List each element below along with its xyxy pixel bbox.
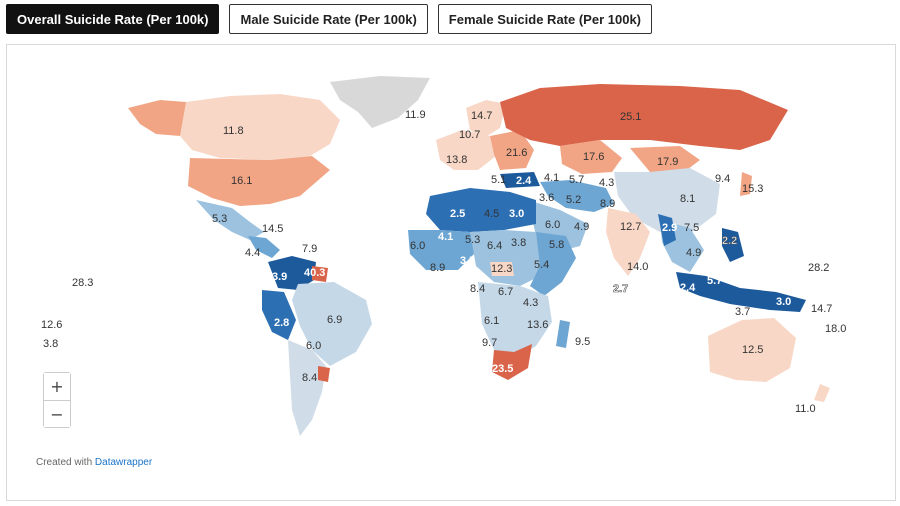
label-nigeria: 3.5: [460, 255, 475, 267]
label-iraq: 3.6: [539, 192, 554, 204]
label-iran: 5.2: [566, 194, 581, 206]
region-new-zealand[interactable]: [814, 384, 830, 402]
label-egypt: 3.0: [509, 208, 524, 220]
label-uruguay: 8.4: [302, 372, 317, 384]
credit-line: Created with Datawrapper: [36, 457, 152, 468]
zoom-out-button[interactable]: −: [44, 400, 70, 427]
label-central-america: 4.4: [245, 247, 260, 259]
label-madagascar: 9.5: [575, 336, 590, 348]
label-saudi: 6.0: [545, 219, 560, 231]
label-usa: 16.1: [231, 175, 252, 187]
label-australia: 12.5: [742, 344, 763, 356]
label-canada: 11.8: [223, 125, 244, 137]
label-azerbaijan: 5.7: [569, 174, 584, 186]
label-malaysia: 4.9: [686, 247, 701, 259]
label-korea: 9.4: [715, 173, 730, 185]
label-russia: 25.1: [620, 111, 641, 123]
label-timor: 3.7: [735, 306, 750, 318]
label-cuba: 14.5: [262, 223, 283, 235]
label-mongolia: 17.9: [657, 156, 678, 168]
zoom-control: + −: [43, 372, 71, 428]
label-zambia: 6.1: [484, 315, 499, 327]
label-algeria: 2.5: [450, 208, 465, 220]
label-oman: 4.9: [574, 221, 589, 233]
region-russia[interactable]: [500, 84, 788, 150]
label-tanzania: 4.3: [523, 297, 538, 309]
label-ethiopia: 5.8: [549, 239, 564, 251]
label-colombia: 3.9: [272, 271, 287, 283]
region-uruguay[interactable]: [318, 366, 330, 382]
label-pacific-2: 12.6: [41, 319, 62, 331]
label-turkmenistan: 4.3: [599, 177, 614, 189]
label-japan: 15.3: [742, 183, 763, 195]
region-madagascar[interactable]: [556, 320, 570, 348]
label-indonesia-central: 5.7: [707, 275, 722, 287]
region-usa[interactable]: [188, 156, 330, 206]
label-ukraine: 21.6: [506, 147, 527, 159]
label-philippines: 2.2: [722, 235, 737, 247]
label-georgia: 4.1: [544, 172, 559, 184]
region-mexico[interactable]: [196, 200, 264, 240]
label-chad: 6.4: [487, 240, 502, 252]
label-namibia: 9.7: [482, 337, 497, 349]
label-china: 8.1: [680, 193, 695, 205]
region-canada[interactable]: [180, 94, 340, 160]
label-guyana: 40.3: [304, 267, 325, 279]
label-uk: 13.8: [446, 154, 467, 166]
label-pacific-1: 28.3: [72, 277, 93, 289]
label-vanuatu: 18.0: [825, 323, 846, 335]
label-angola: 8.4: [470, 283, 485, 295]
label-turkey: 2.4: [516, 175, 532, 187]
label-pacific-3: 3.8: [43, 338, 58, 350]
label-solomon: 14.7: [811, 303, 832, 315]
label-car: 12.3: [491, 263, 512, 275]
label-kazakhstan: 17.6: [583, 151, 604, 163]
label-scandinavia: 14.7: [471, 110, 492, 122]
label-sudan: 3.8: [511, 237, 526, 249]
label-indonesia-west: 2.4: [680, 282, 696, 294]
credit-prefix: Created with: [36, 457, 92, 468]
label-bolivia: 6.0: [306, 340, 321, 352]
label-drc: 6.7: [498, 286, 513, 298]
label-france: 10.7: [459, 129, 480, 141]
label-png-region: 28.2: [808, 262, 829, 274]
label-greenland: 11.9: [405, 109, 426, 121]
label-myanmar: 2.9: [662, 222, 677, 234]
label-mozambique: 13.6: [527, 319, 548, 331]
label-ecuador: 2.8: [274, 317, 289, 329]
label-caribbean: 7.9: [302, 243, 317, 255]
label-afghanistan: 8.9: [600, 198, 615, 210]
label-brazil: 6.9: [327, 314, 342, 326]
label-south-africa: 23.5: [492, 363, 513, 375]
label-maldives: 2.7: [613, 283, 628, 295]
label-somalia: 5.4: [534, 259, 549, 271]
label-liberia: 8.9: [430, 262, 445, 274]
zoom-in-button[interactable]: +: [44, 373, 70, 400]
label-libya: 4.5: [484, 208, 499, 220]
label-vietnam: 7.5: [684, 222, 699, 234]
label-niger: 5.3: [465, 234, 480, 246]
region-peru[interactable]: [262, 290, 296, 340]
label-sri-lanka: 14.0: [627, 261, 648, 273]
label-india: 12.7: [620, 221, 641, 233]
label-new-zealand: 11.0: [795, 403, 816, 415]
label-indonesia-east: 3.0: [776, 296, 791, 308]
label-greece: 5.1: [491, 174, 506, 186]
datawrapper-link[interactable]: Datawrapper: [95, 457, 152, 468]
label-mauritania: 6.0: [410, 240, 425, 252]
label-mali: 4.1: [438, 231, 453, 243]
label-mexico: 5.3: [212, 213, 227, 225]
